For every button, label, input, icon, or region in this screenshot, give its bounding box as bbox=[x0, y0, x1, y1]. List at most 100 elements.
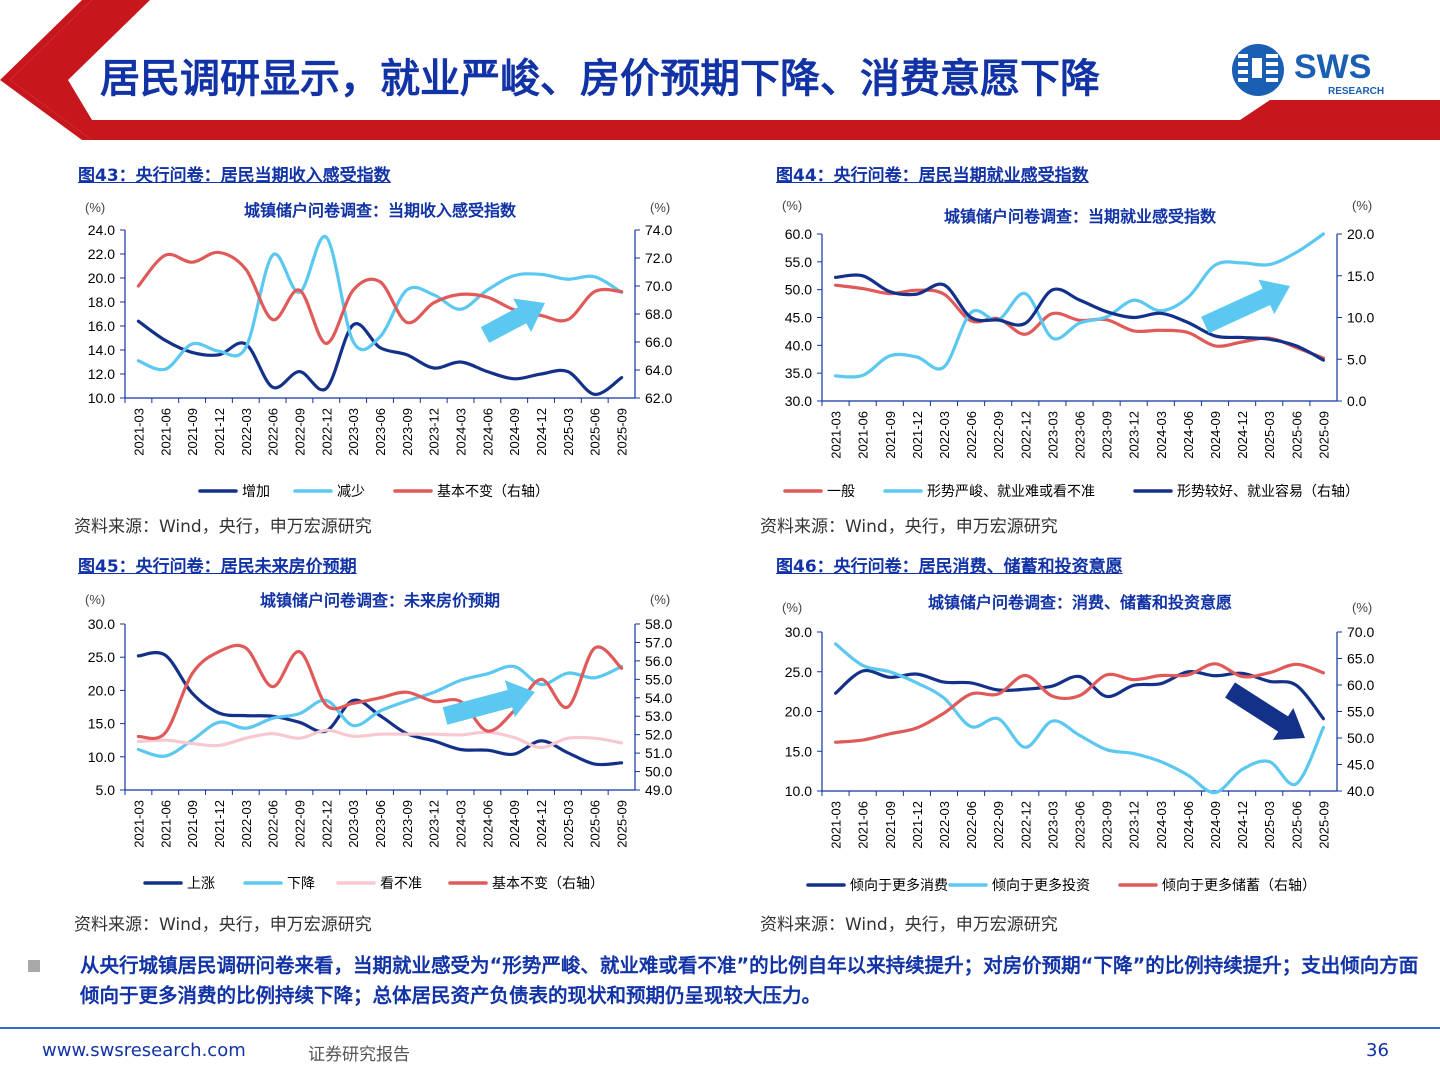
x-tick-label: 2021-09 bbox=[883, 801, 898, 849]
header-red-band bbox=[10, 0, 1440, 140]
y-right-tick-label: 55.0 bbox=[645, 671, 672, 687]
x-tick-label: 2025-06 bbox=[588, 408, 603, 456]
x-tick-label: 2021-06 bbox=[158, 800, 173, 848]
series-line-0 bbox=[136, 319, 624, 396]
y-right-tick-label: 65.0 bbox=[1347, 651, 1374, 667]
x-tick-label: 2024-03 bbox=[1154, 411, 1169, 459]
y-left-tick-label: 14.0 bbox=[88, 342, 115, 358]
series-line-2 bbox=[136, 728, 624, 750]
x-tick-label: 2023-06 bbox=[373, 800, 388, 848]
x-tick-label: 2021-12 bbox=[212, 408, 227, 456]
figure-source-44: 资料来源：Wind，央行，申万宏源研究 bbox=[760, 517, 1058, 537]
figure-caption-43: 图43：央行问卷：居民当期收入感受指数 bbox=[78, 166, 391, 186]
x-tick-label: 2022-09 bbox=[292, 408, 307, 456]
chart-title: 城镇储户问卷调查：当期就业感受指数 bbox=[944, 207, 1217, 226]
x-tick-label: 2021-06 bbox=[158, 408, 173, 456]
y-right-tick-label: 40.0 bbox=[1347, 783, 1374, 799]
x-tick-label: 2022-06 bbox=[964, 801, 979, 849]
y-right-tick-label: 64.0 bbox=[645, 362, 672, 378]
y-right-tick-label: 52.0 bbox=[645, 727, 672, 743]
figure-source-45: 资料来源：Wind，央行，申万宏源研究 bbox=[74, 915, 372, 935]
x-tick-label: 2025-06 bbox=[1289, 801, 1304, 849]
chart-house-price-expectation: 城镇储户问卷调查：未来房价预期 (%) (%) 5.0 10.0 15.0 20.0 25.0… bbox=[85, 591, 672, 892]
x-tick-label: 2022-09 bbox=[991, 411, 1006, 459]
x-tick-label: 2021-03 bbox=[131, 408, 146, 456]
y-right-tick-label: 5.0 bbox=[1347, 351, 1367, 367]
legend-label: 形势严峻、就业难或看不准 bbox=[927, 484, 1095, 500]
x-tick-label: 2021-06 bbox=[856, 801, 871, 849]
x-tick-label: 2023-12 bbox=[427, 800, 442, 848]
y-right-tick-label: 56.0 bbox=[645, 653, 672, 669]
y-left-tick-label: 10.0 bbox=[88, 749, 115, 765]
x-tick-label: 2021-09 bbox=[883, 411, 898, 459]
series-line-2 bbox=[834, 273, 1325, 362]
trend-arrow-down-icon bbox=[1225, 682, 1305, 740]
series-line-0 bbox=[136, 651, 624, 767]
legend-label: 减少 bbox=[337, 484, 365, 500]
x-tick-label: 2023-09 bbox=[1100, 801, 1115, 849]
footer-label: 证券研究报告 bbox=[308, 1045, 410, 1065]
x-tick-label: 2025-09 bbox=[1316, 411, 1331, 459]
y-left-tick-label: 20.0 bbox=[88, 270, 115, 286]
legend-label: 一般 bbox=[827, 484, 855, 500]
y-left-tick-label: 12.0 bbox=[88, 366, 115, 382]
x-tick-label: 2024-12 bbox=[534, 408, 549, 456]
y-left-tick-label: 40.0 bbox=[785, 337, 812, 353]
y-right-unit-label: (%) bbox=[650, 592, 670, 607]
x-tick-label: 2022-09 bbox=[991, 801, 1006, 849]
x-tick-label: 2023-12 bbox=[1127, 411, 1142, 459]
trend-arrow-up-icon bbox=[1201, 279, 1290, 334]
x-tick-label: 2024-06 bbox=[480, 408, 495, 456]
y-right-tick-label: 70.0 bbox=[645, 278, 672, 294]
x-tick-label: 2023-06 bbox=[373, 408, 388, 456]
x-tick-label: 2022-12 bbox=[319, 800, 334, 848]
series-line-2 bbox=[834, 662, 1325, 744]
y-left-tick-label: 45.0 bbox=[785, 310, 812, 326]
x-tick-label: 2022-06 bbox=[266, 408, 281, 456]
y-left-tick-label: 5.0 bbox=[96, 782, 116, 798]
x-tick-label: 2023-06 bbox=[1073, 411, 1088, 459]
y-right-tick-label: 60.0 bbox=[1347, 677, 1374, 693]
legend-label: 下降 bbox=[287, 876, 315, 892]
x-tick-label: 2025-03 bbox=[561, 408, 576, 456]
x-tick-label: 2021-06 bbox=[856, 411, 871, 459]
y-right-tick-label: 50.0 bbox=[645, 764, 672, 780]
x-tick-label: 2024-06 bbox=[480, 800, 495, 848]
x-tick-label: 2024-12 bbox=[534, 800, 549, 848]
figure-source-43: 资料来源：Wind，央行，申万宏源研究 bbox=[74, 517, 372, 537]
series-line-3 bbox=[136, 643, 624, 741]
y-left-unit-label: (%) bbox=[782, 600, 802, 615]
series-line-2 bbox=[136, 250, 624, 346]
x-tick-label: 2024-09 bbox=[1208, 801, 1223, 849]
x-tick-label: 2025-06 bbox=[588, 800, 603, 848]
legend-label: 基本不变（右轴） bbox=[492, 875, 604, 892]
y-left-unit-label: (%) bbox=[85, 592, 105, 607]
x-tick-label: 2022-12 bbox=[319, 408, 334, 456]
x-tick-label: 2022-06 bbox=[964, 411, 979, 459]
y-left-tick-label: 24.0 bbox=[88, 222, 115, 238]
y-right-tick-label: 49.0 bbox=[645, 782, 672, 798]
y-left-tick-label: 60.0 bbox=[785, 226, 812, 242]
x-tick-label: 2022-12 bbox=[1018, 411, 1033, 459]
x-tick-label: 2023-12 bbox=[427, 408, 442, 456]
legend-label: 形势较好、就业容易（右轴） bbox=[1177, 483, 1359, 500]
legend-label: 倾向于更多消费 bbox=[850, 877, 948, 894]
y-left-tick-label: 20.0 bbox=[785, 704, 812, 720]
y-left-tick-label: 18.0 bbox=[88, 294, 115, 310]
figure-caption-45: 图45：央行问卷：居民未来房价预期 bbox=[78, 557, 357, 577]
y-right-tick-label: 10.0 bbox=[1347, 310, 1374, 326]
x-tick-label: 2021-12 bbox=[910, 411, 925, 459]
y-right-tick-label: 74.0 bbox=[645, 222, 672, 238]
legend-label: 增加 bbox=[242, 484, 270, 500]
x-tick-label: 2021-09 bbox=[185, 408, 200, 456]
x-tick-label: 2022-03 bbox=[239, 408, 254, 456]
y-left-tick-label: 30.0 bbox=[88, 616, 115, 632]
x-tick-label: 2025-03 bbox=[561, 800, 576, 848]
x-tick-label: 2024-03 bbox=[454, 408, 469, 456]
x-tick-label: 2024-06 bbox=[1181, 411, 1196, 459]
x-tick-label: 2022-09 bbox=[292, 800, 307, 848]
x-tick-label: 2021-12 bbox=[910, 801, 925, 849]
x-tick-label: 2023-03 bbox=[1045, 801, 1060, 849]
chart-consumption-saving-investment: 城镇储户问卷调查：消费、储蓄和投资意愿 (%) (%) 10.0 15.0 20.0 25.… bbox=[782, 593, 1374, 894]
x-tick-label: 2021-03 bbox=[131, 800, 146, 848]
